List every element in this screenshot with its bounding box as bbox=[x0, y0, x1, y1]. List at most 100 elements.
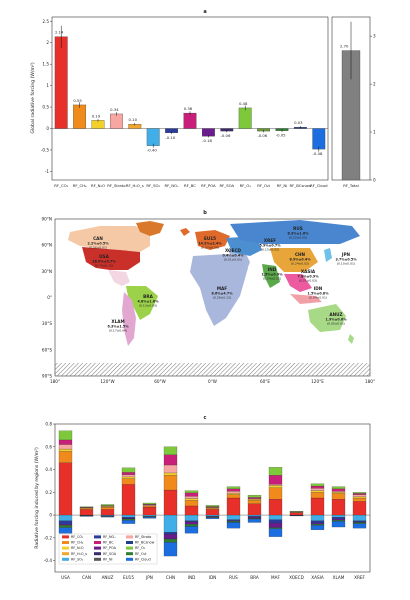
stack-XREF-RF_NOx bbox=[352, 520, 367, 523]
panel-a-right-ytick-label: 3 bbox=[373, 34, 376, 39]
map-label-idn: IDN bbox=[314, 286, 323, 291]
map-lat-tick: 60°S bbox=[42, 347, 52, 352]
stack-IDN-RF_Cloud bbox=[205, 517, 220, 519]
map-antarctica bbox=[55, 363, 370, 376]
panel-a-ytick-label: 2.5 bbox=[42, 19, 49, 24]
stack-JPN-RF_O3 bbox=[142, 502, 157, 505]
legend-label: RF_BCsnow bbox=[135, 541, 155, 545]
stack-RUS-RF_CH4 bbox=[226, 494, 241, 499]
panel-a-ytick-label: 1 bbox=[46, 83, 49, 88]
stack-MAF-RF_Strato bbox=[268, 484, 283, 486]
region-bra bbox=[126, 286, 158, 320]
stack-USA-RF_CO2 bbox=[58, 462, 73, 516]
stack-USA-RF_POA bbox=[58, 524, 73, 526]
legend-label: RF_Ni bbox=[103, 557, 113, 561]
stack-XLAM-RF_Cloud bbox=[331, 521, 346, 528]
value-label-RF_BC: 0.36 bbox=[184, 106, 193, 111]
value-label-RF_SOA: -0.06 bbox=[221, 133, 231, 138]
stack-XREF-RF_BC bbox=[352, 493, 367, 495]
map-label-maf: MAF bbox=[217, 286, 227, 291]
stack-RUS-RF_O3t bbox=[226, 521, 241, 523]
stack-IND-RF_O3 bbox=[184, 490, 199, 493]
bar-RF_CH4 bbox=[73, 104, 87, 129]
panel-a-ytick-label: 0.5 bbox=[42, 105, 49, 110]
xtick-label-RF_N2O: RF_N₂O bbox=[91, 183, 105, 188]
stack-MAF-RF_Cloud bbox=[268, 528, 283, 537]
stack-XLAM-RF_CH4 bbox=[331, 493, 346, 500]
stack-MAF-RF_BC bbox=[268, 475, 283, 485]
stack-MAF-RF_O3t bbox=[268, 527, 283, 529]
stack-MAF-RF_SO2 bbox=[268, 514, 283, 520]
xtick-label-xlam: XLAM bbox=[333, 575, 345, 580]
value-label-total: 2.70 bbox=[340, 44, 349, 49]
stack-MAF-RF_CO2 bbox=[268, 499, 283, 516]
stack-CAN-RF_CO2 bbox=[79, 509, 94, 516]
map-lat-tick: 90°S bbox=[42, 374, 52, 379]
panel-a-ytick-label: -0.5 bbox=[41, 147, 50, 152]
xtick-label-RF_Ni: RF_Ni bbox=[277, 183, 288, 188]
stack-ANUZ-RF_CO2 bbox=[100, 509, 115, 516]
panel-a-ytick-label: -1 bbox=[45, 169, 50, 174]
panel-c-ytick-label: -0.4 bbox=[44, 558, 53, 563]
legend-label: RF_H₂O_s bbox=[71, 552, 87, 556]
stack-EU15-RF_NOx bbox=[121, 517, 136, 519]
xtick-label-can: CAN bbox=[82, 575, 91, 580]
map-value-xlam: 6.3%±1.5% bbox=[107, 325, 129, 329]
legend-swatch bbox=[62, 557, 69, 561]
stack-MAF-RF_POA bbox=[268, 522, 283, 528]
panel-a-yticks: -1 -0.5 0 0.5 1 1.5 2 2.5 bbox=[41, 19, 328, 174]
stack-RUS-RF_Strato bbox=[226, 491, 241, 494]
panel-c-ytick-label: 0.8 bbox=[45, 422, 52, 427]
stack-XOECD-RF_CO2 bbox=[289, 512, 304, 516]
legend-swatch bbox=[126, 541, 133, 544]
value-label-RF_CH4: 0.55 bbox=[73, 98, 82, 103]
panel-c-frame bbox=[54, 423, 371, 573]
stack-CHN-RF_CO2 bbox=[163, 489, 178, 516]
stack-XLAM-RF_CO2 bbox=[331, 499, 346, 516]
map-sub-xasia: (0.21±0.03) bbox=[299, 279, 317, 283]
stack-EU15-RF_Strato bbox=[121, 474, 136, 478]
map-label-chn: CHN bbox=[295, 252, 306, 257]
stack-XLAM-RF_O3t bbox=[331, 520, 346, 522]
stack-CHN-RF_POA bbox=[163, 534, 178, 540]
stack-CHN-RF_NOx bbox=[163, 532, 178, 535]
stack-XASIA-RF_O3 bbox=[310, 483, 325, 487]
region-uk bbox=[180, 228, 190, 236]
map-value-anuz: 1.9%±0.6% bbox=[325, 318, 347, 322]
xtick-label-RF_O3t: RF_O₃t bbox=[257, 183, 270, 188]
region-can bbox=[68, 226, 150, 252]
xtick-label-RF_O3: RF_O₃ bbox=[240, 183, 252, 188]
stack-XREF-RF_CH4 bbox=[352, 497, 367, 502]
stack-JPN-RF_SO2 bbox=[142, 514, 157, 517]
stack-RUS-RF_CO2 bbox=[226, 497, 241, 516]
stack-USA-RF_O3 bbox=[58, 430, 73, 441]
legend-label: RF_BC bbox=[103, 541, 114, 545]
map-label-can: CAN bbox=[93, 236, 103, 241]
xtick-label-RF_NOx: RF_NOₓ bbox=[164, 183, 179, 188]
stack-EU15-RF_O3 bbox=[121, 467, 136, 473]
map-value-usa: 28.0%±5.7% bbox=[92, 260, 116, 264]
stack-USA-RF_BC bbox=[58, 439, 73, 445]
map-label-xlam: XLAM bbox=[111, 319, 124, 324]
panel-a-xlabels: RF_CO₂ RF_CH₄ RF_N₂O RF_Strato RF_H₂O_s RF_SO… bbox=[54, 183, 328, 188]
legend-swatch bbox=[94, 541, 101, 544]
stack-XREF-RF_SO2 bbox=[352, 514, 367, 521]
stack-RUS-RF_SO2 bbox=[226, 514, 241, 520]
map-lon-tick: 60°W bbox=[154, 379, 166, 384]
map-value-bra: 4.8%±1.6% bbox=[137, 300, 159, 304]
panel-c-ytick-label: -0.2 bbox=[44, 535, 53, 540]
bar-RF_CO2 bbox=[54, 36, 68, 129]
stack-XLAM-RF_POA bbox=[331, 518, 346, 521]
xtick-label-RF_H2Os: RF_H₂O_s bbox=[126, 183, 144, 188]
legend-label: RF_SOA bbox=[103, 552, 117, 556]
legend-swatch bbox=[94, 546, 101, 550]
region-ind bbox=[262, 264, 280, 288]
stack-EU15-RF_SO2 bbox=[121, 514, 136, 518]
panel-a-frame bbox=[51, 16, 329, 181]
stack-IDN-RF_CO2 bbox=[205, 509, 220, 516]
xtick-label-RF_CH4: RF_CH₄ bbox=[73, 183, 87, 188]
xtick-label-RF_POA: RF_POA bbox=[201, 183, 216, 188]
map-sub-can: (0.06±0.01) bbox=[89, 246, 107, 250]
